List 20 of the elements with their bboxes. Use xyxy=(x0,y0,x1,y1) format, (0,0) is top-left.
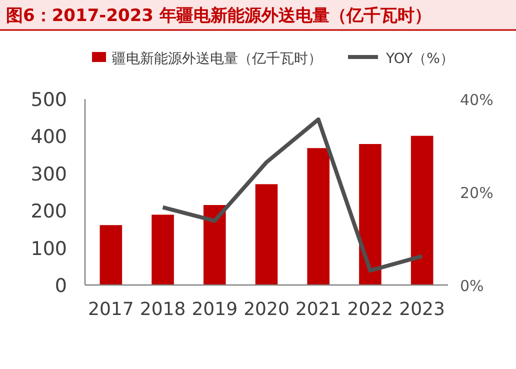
x-tick-label: 2022 xyxy=(347,299,394,320)
x-tick-label: 2017 xyxy=(88,299,134,320)
y-tick-label: 500 xyxy=(30,89,67,111)
y-tick-label: 100 xyxy=(30,238,67,260)
x-tick-label: 2018 xyxy=(140,299,186,320)
x-tick-label: 2023 xyxy=(399,299,445,320)
x-tick-label: 2020 xyxy=(244,299,290,320)
line-series xyxy=(160,117,424,273)
y2-tick-label: 40% xyxy=(460,91,494,109)
chart-title: 图6：2017-2023 年疆电新能源外送电量（亿千瓦时） xyxy=(6,6,432,26)
legend-label: 疆电新能源外送电量（亿千瓦时） xyxy=(112,51,322,67)
y-tick-label: 400 xyxy=(30,126,67,148)
y-tick-label: 200 xyxy=(30,200,67,223)
y2-tick-label: 0% xyxy=(460,277,484,295)
y2-tick-label: 20% xyxy=(460,184,494,202)
y-tick-label: 0 xyxy=(54,275,67,297)
legend-label: YOY（%） xyxy=(385,51,454,67)
x-tick-label: 2021 xyxy=(295,299,342,320)
y-tick-label: 300 xyxy=(30,163,67,186)
x-tick-label: 2019 xyxy=(192,299,238,320)
